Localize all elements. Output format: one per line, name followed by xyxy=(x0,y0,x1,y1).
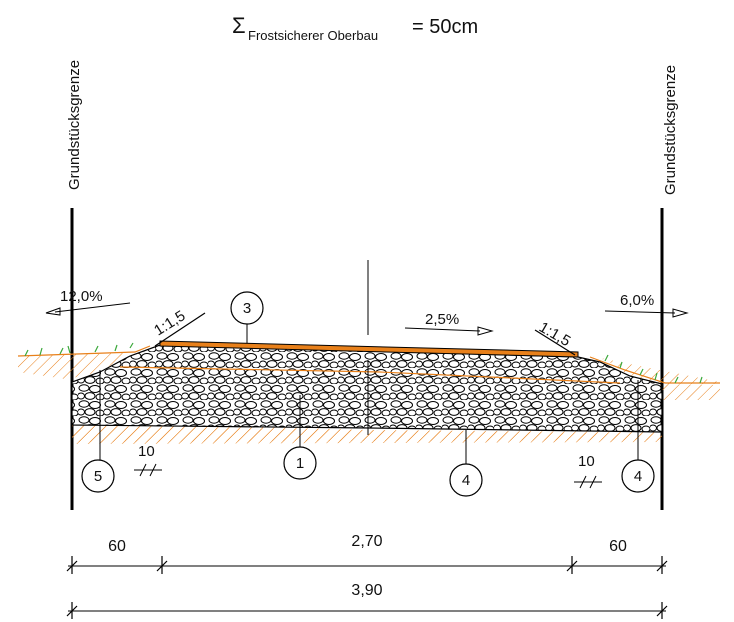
slope-arrowhead-right xyxy=(672,308,689,318)
thickness-marker-left xyxy=(134,463,162,477)
embankment-label-left: 1:1,5 xyxy=(151,307,188,339)
planum-line xyxy=(119,366,621,384)
title-subscript: Frostsicherer Oberbau xyxy=(248,28,378,43)
ground-surface-left xyxy=(17,345,151,357)
slope-arrowhead-left xyxy=(45,307,61,316)
dimension-ticks-upper xyxy=(66,556,668,574)
callout-4-left xyxy=(81,459,115,493)
grass-right xyxy=(604,354,703,384)
slope-arrow-right xyxy=(604,310,676,314)
slope-arrowhead-road xyxy=(477,326,494,336)
slope-label-road: 2,5% xyxy=(425,311,459,328)
embankment-label-right: 1:1,5 xyxy=(536,319,573,350)
thickness-label-right: 10 xyxy=(578,453,595,470)
ground-hatching-under xyxy=(72,426,662,444)
slope-label-left: 12,0% xyxy=(60,288,103,305)
dimension-center: 2,70 xyxy=(351,533,382,550)
callout-4-right-number: 4 xyxy=(634,468,642,485)
embankment-line-left xyxy=(154,312,206,347)
slope-arrow-left xyxy=(54,302,131,313)
title-value: = 50cm xyxy=(412,16,478,38)
grass-left xyxy=(24,342,134,357)
slope-arrow-road xyxy=(404,327,481,332)
boundary-label-left: Grundstücksgrenze xyxy=(66,60,83,190)
dimension-total: 3,90 xyxy=(351,582,382,599)
surface-layer xyxy=(159,340,579,358)
callout-5-number: 4 xyxy=(462,472,470,489)
dimension-ticks-lower xyxy=(66,602,668,619)
callout-3-number: 3 xyxy=(243,300,251,317)
callout-1 xyxy=(283,446,317,480)
thickness-marker-right xyxy=(574,475,602,489)
slope-label-right: 6,0% xyxy=(620,292,654,309)
callout-4-left-number: 5 xyxy=(94,468,102,485)
title-sigma: Σ xyxy=(232,13,246,38)
boundary-label-right: Grundstücksgrenze xyxy=(662,65,679,195)
dimension-right: 60 xyxy=(609,538,627,555)
thickness-label-left: 10 xyxy=(138,443,155,460)
callout-4-right xyxy=(621,459,655,493)
callout-1-number: 1 xyxy=(296,455,304,472)
gravel-body xyxy=(71,344,663,433)
dimension-left: 60 xyxy=(108,538,126,555)
callout-5 xyxy=(449,463,483,497)
callout-3 xyxy=(230,291,264,325)
embankment-line-right xyxy=(534,329,576,356)
ground-surface-right xyxy=(589,356,720,384)
